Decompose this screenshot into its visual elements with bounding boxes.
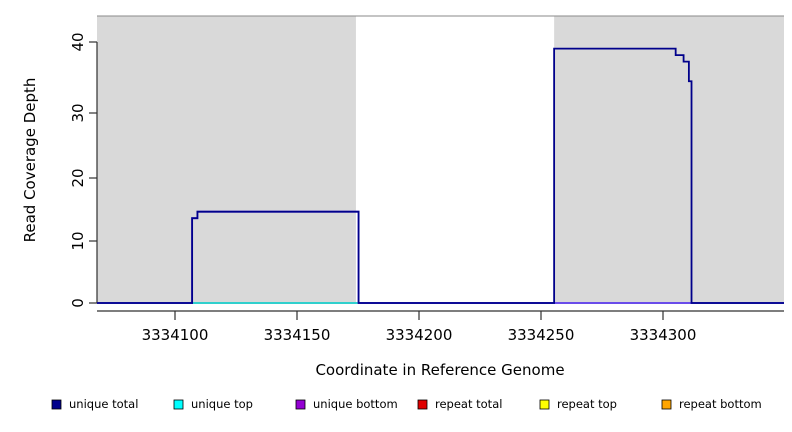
x-axis-title: Coordinate in Reference Genome bbox=[315, 361, 564, 379]
legend-swatch-repeat-bottom bbox=[661, 399, 672, 410]
legend-label-repeat-bottom: repeat bottom bbox=[679, 397, 762, 411]
x-axis bbox=[97, 310, 784, 320]
legend-swatch-unique-bottom bbox=[295, 399, 306, 410]
data-series-layer bbox=[97, 47, 784, 304]
legend-swatch-unique-total bbox=[51, 399, 62, 410]
y-tick-label-10: 10 bbox=[69, 231, 87, 250]
legend-swatch-repeat-top bbox=[539, 399, 550, 410]
y-axis-title: Read Coverage Depth bbox=[21, 78, 39, 243]
y-tick-labels: 40 30 20 10 0 bbox=[69, 32, 87, 307]
x-tick-label-3334250: 3334250 bbox=[508, 326, 575, 344]
y-tick-label-0: 0 bbox=[69, 298, 87, 308]
legend-swatch-repeat-total bbox=[417, 399, 428, 410]
shaded-regions bbox=[97, 16, 784, 304]
legend-label-unique-total: unique total bbox=[69, 397, 138, 411]
legend-label-unique-top: unique top bbox=[191, 397, 253, 411]
x-tick-label-3334200: 3334200 bbox=[386, 326, 453, 344]
y-tick-label-40: 40 bbox=[69, 32, 87, 51]
legend-swatch-unique-top bbox=[173, 399, 184, 410]
x-tick-label-3334300: 3334300 bbox=[630, 326, 697, 344]
legend-label-unique-bottom: unique bottom bbox=[313, 397, 398, 411]
legend-label-repeat-total: repeat total bbox=[435, 397, 502, 411]
y-tick-label-20: 20 bbox=[69, 168, 87, 187]
x-tick-label-3334100: 3334100 bbox=[142, 326, 209, 344]
shaded-region-left bbox=[97, 16, 356, 304]
shaded-region-right bbox=[554, 16, 784, 304]
x-tick-label-3334150: 3334150 bbox=[264, 326, 331, 344]
legend-label-repeat-top: repeat top bbox=[557, 397, 617, 411]
y-tick-label-30: 30 bbox=[69, 103, 87, 122]
chart-legend: unique total unique top unique bottom repea… bbox=[51, 397, 762, 411]
series-line-unique-total bbox=[97, 47, 784, 304]
y-axis bbox=[89, 41, 98, 304]
x-tick-labels: 3334100 3334150 3334200 3334250 3334300 bbox=[142, 326, 697, 344]
